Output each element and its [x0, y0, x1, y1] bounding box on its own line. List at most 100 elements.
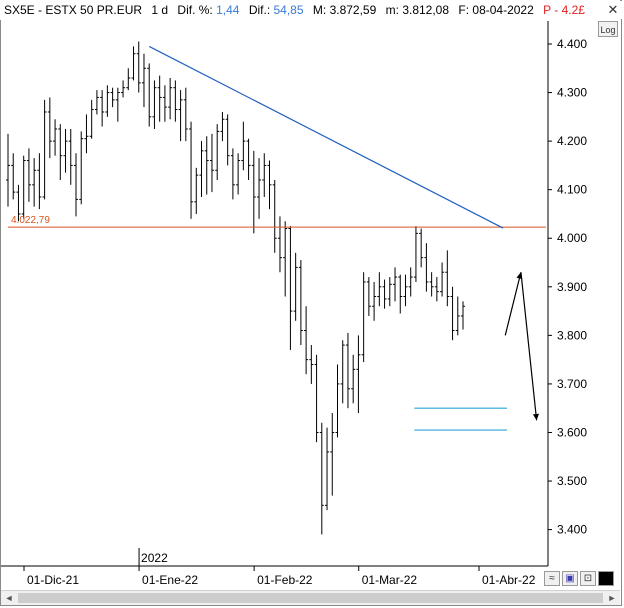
- ohlc-bar: [345, 332, 350, 409]
- horizontal-scrollbar[interactable]: ◄ ►: [1, 590, 620, 605]
- chart-type-icon[interactable]: ≈: [544, 571, 560, 586]
- close-icon[interactable]: ✕: [604, 1, 622, 19]
- ohlc-bar: [419, 228, 424, 268]
- ohlc-bar: [47, 97, 52, 159]
- scroll-thumb[interactable]: [18, 593, 603, 603]
- ohlc-bar: [89, 99, 94, 139]
- ohlc-bar: [225, 114, 230, 166]
- max-value: 3.872,59: [329, 3, 377, 17]
- ohlc-bar: [283, 221, 288, 297]
- ohlc-bar: [277, 216, 282, 273]
- date-label: F:: [458, 3, 470, 17]
- ohlc-bar: [178, 90, 183, 142]
- ohlc-bar: [309, 345, 314, 384]
- ohlc-bar: [209, 133, 214, 193]
- x-tick-label: 01-Feb-22: [257, 573, 313, 587]
- ohlc-bar: [262, 153, 267, 197]
- min-label: m:: [385, 3, 399, 17]
- ohlc-bar: [246, 138, 251, 180]
- time-axis: 01-Dic-21 01-Ene-22 01-Feb-22 01-Mar-22 01-A…: [1, 548, 548, 587]
- dif-pct-label: Dif. %:: [177, 3, 213, 17]
- year-marker-label: 2022: [141, 551, 168, 565]
- ohlc-bar: [215, 124, 220, 180]
- ohlc-bar: [53, 119, 58, 156]
- ohlc-bar: [413, 226, 418, 282]
- ohlc-bar: [152, 80, 157, 129]
- y-tick-label: 4.400: [557, 37, 587, 51]
- drawing-overlays: 4.022,79: [8, 45, 546, 431]
- ohlc-bar: [230, 148, 235, 200]
- save-icon[interactable]: ▣: [562, 571, 578, 586]
- ohlc-bar: [455, 296, 460, 336]
- ohlc-bar: [314, 354, 319, 443]
- ohlc-bar: [288, 226, 293, 350]
- color-box-icon[interactable]: [598, 571, 614, 586]
- ohlc-bar: [393, 267, 398, 302]
- ohlc-bar: [16, 184, 21, 222]
- scroll-left-icon[interactable]: ◄: [4, 593, 14, 603]
- y-tick-label: 3.500: [557, 474, 587, 488]
- ohlc-bar: [26, 148, 31, 202]
- period-label: 1 d: [151, 3, 169, 17]
- ohlc-bar: [147, 63, 152, 127]
- ohlc-bar: [21, 155, 26, 219]
- ohlc-bar: [298, 260, 303, 346]
- ohlc-bar: [79, 131, 84, 205]
- chart-tools: ≈ ▣ ⊡: [544, 571, 614, 587]
- ohlc-bar: [236, 153, 241, 195]
- y-tick-label: 4.200: [557, 134, 587, 148]
- y-tick-label: 3.900: [557, 280, 587, 294]
- ohlc-bar: [121, 80, 126, 98]
- ohlc-bar: [189, 121, 194, 219]
- ohlc-bar: [267, 160, 272, 210]
- x-tick-label: 01-Mar-22: [362, 573, 418, 587]
- ohlc-bar: [241, 121, 246, 171]
- ohlc-bar: [272, 179, 277, 253]
- log-scale-button[interactable]: Log: [598, 21, 618, 37]
- ohlc-bar: [340, 340, 345, 404]
- min-value: 3.812,08: [402, 3, 450, 17]
- ohlc-bar: [194, 167, 199, 214]
- price-value: - 4.2£: [554, 3, 585, 17]
- ohlc-bar: [126, 68, 131, 91]
- y-tick-label: 3.600: [557, 425, 587, 439]
- ohlc-bars: [6, 41, 466, 535]
- y-tick-label: 3.800: [557, 328, 587, 342]
- ohlc-bar: [100, 90, 105, 127]
- ohlc-bar: [11, 153, 16, 200]
- chart-header: SX5E - ESTX 50 PR.EUR 1 d Dif. %: 1,44 D…: [0, 0, 620, 20]
- ohlc-bar: [335, 364, 340, 438]
- ohlc-bar: [131, 46, 136, 81]
- ohlc-bar: [68, 128, 73, 185]
- ohlc-bar: [403, 274, 408, 307]
- ohlc-bar: [408, 267, 413, 297]
- ohlc-bar: [58, 124, 63, 180]
- ohlc-bar: [387, 277, 392, 307]
- ohlc-bar: [424, 243, 429, 292]
- x-tick-label: 01-Dic-21: [27, 573, 79, 587]
- ohlc-bar: [440, 262, 445, 297]
- x-tick-label: 01-Abr-22: [482, 573, 536, 587]
- y-tick-label: 4.000: [557, 231, 587, 245]
- ohlc-bar: [257, 158, 262, 219]
- support-label: 4.022,79: [11, 215, 50, 226]
- ohlc-bar: [141, 53, 146, 108]
- ohlc-bar: [173, 80, 178, 122]
- ohlc-bar: [461, 301, 466, 330]
- ohlc-bar: [94, 90, 99, 115]
- max-label: M:: [312, 3, 327, 17]
- dif-label: Dif.:: [248, 3, 271, 17]
- y-tick-label: 3.700: [557, 377, 587, 391]
- ohlc-bar: [319, 422, 324, 535]
- price-axis: 4.400 4.300 4.200 4.100 4.000 3.900 3.800 3.700…: [547, 21, 587, 566]
- expand-icon[interactable]: ⊡: [580, 571, 596, 586]
- ohlc-bar: [32, 158, 37, 207]
- scroll-right-icon[interactable]: ►: [607, 593, 617, 603]
- symbol-name: SX5E - ESTX 50 PR.EUR: [4, 3, 143, 17]
- ohlc-bar: [356, 335, 361, 414]
- ohlc-bar: [204, 136, 209, 195]
- trendline: [148, 45, 504, 229]
- ohlc-bar: [115, 87, 120, 122]
- ohlc-bar: [110, 87, 115, 108]
